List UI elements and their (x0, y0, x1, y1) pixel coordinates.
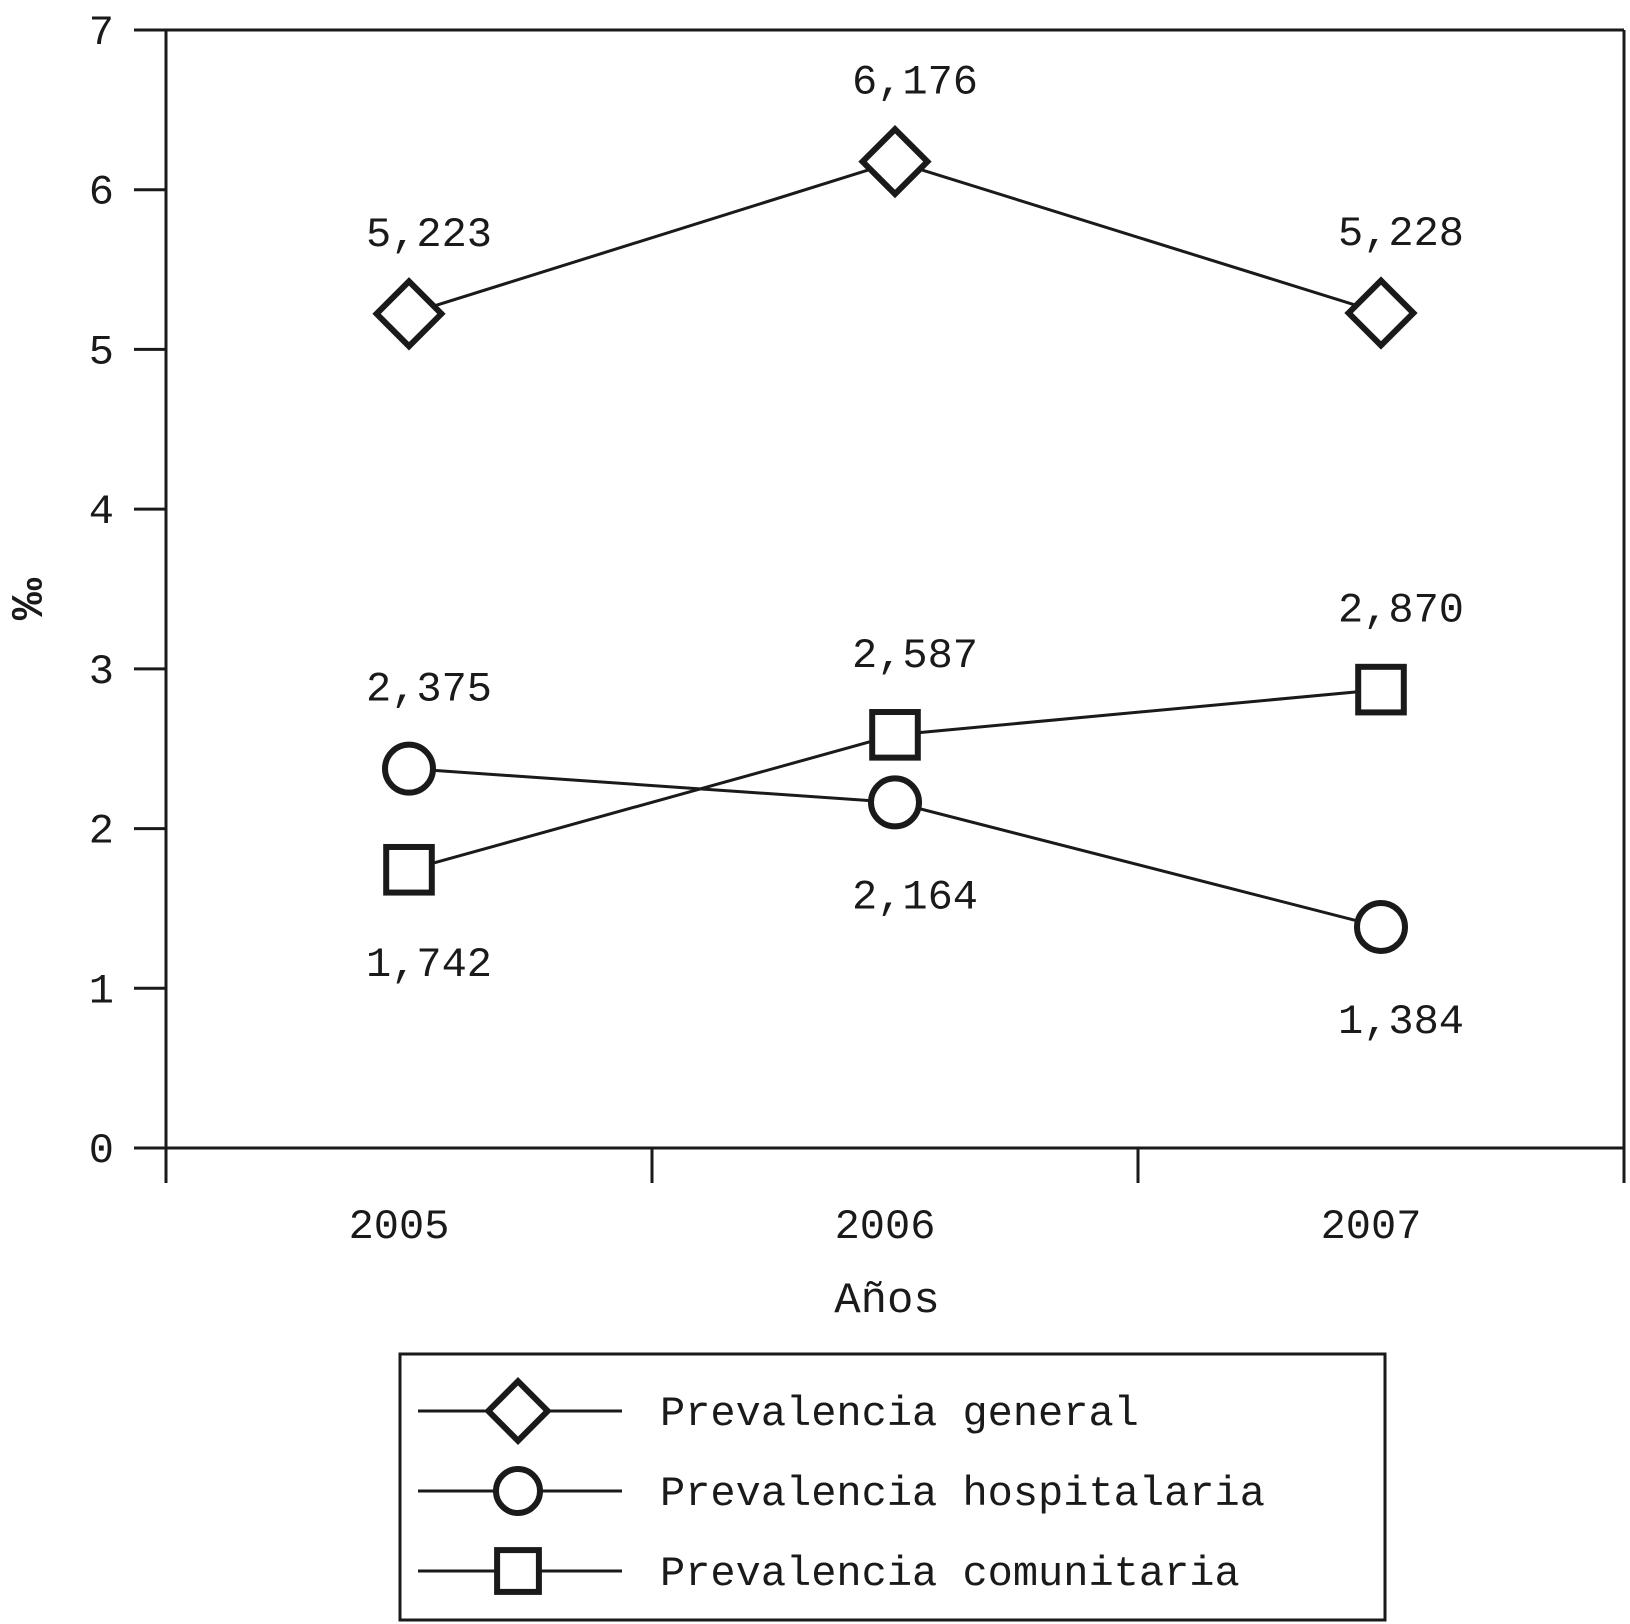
legend-marker-circle (493, 1466, 543, 1516)
series-circle (382, 741, 1408, 954)
y-tick-label: 1 (89, 967, 114, 1015)
series-layer (372, 124, 1418, 954)
legend-label: Prevalencia general (660, 1390, 1139, 1438)
y-tick-label: 4 (89, 488, 114, 536)
x-tick-label: 2005 (349, 1203, 450, 1251)
x-axis-title: Años (834, 1276, 940, 1326)
data-point-diamond (1344, 276, 1418, 350)
data-label: 5,228 (1338, 210, 1464, 258)
y-tick-label: 6 (89, 169, 114, 217)
y-axis: 0 1 2 3 4 5 6 7 (89, 9, 168, 1175)
data-label: 1,384 (1338, 998, 1464, 1046)
data-label: 2,870 (1338, 587, 1464, 635)
legend-item: Prevalencia hospitalaria (418, 1466, 1265, 1518)
legend-box (398, 1352, 1387, 1622)
y-tick-label: 7 (89, 9, 114, 57)
data-label: 1,742 (366, 941, 492, 989)
x-tick-label: 2007 (1321, 1203, 1422, 1251)
series-square (383, 663, 1407, 896)
legend-label: Prevalencia comunitaria (660, 1550, 1240, 1598)
legend-item: Prevalencia comunitaria (418, 1547, 1240, 1598)
x-axis: 2005 2006 2007 (164, 1146, 1626, 1251)
data-point-diamond (372, 277, 446, 351)
data-point-circle (868, 775, 922, 830)
y-tick-label: 5 (89, 328, 114, 376)
legend-item: Prevalencia general (418, 1377, 1139, 1445)
data-point-circle (1354, 899, 1408, 954)
data-point-square (869, 709, 921, 761)
data-label: 6,176 (852, 59, 978, 107)
data-label: 2,587 (852, 632, 978, 680)
data-label: 2,164 (852, 873, 978, 921)
legend-marker-square (494, 1547, 542, 1595)
data-label: 2,375 (366, 666, 492, 714)
data-point-circle (382, 741, 436, 796)
data-labels: 5,223 6,176 5,228 2,375 2,164 1,384 1,742 2,587… (366, 59, 1464, 1046)
y-tick-label: 0 (89, 1127, 114, 1175)
data-point-diamond (858, 124, 932, 199)
legend-marker-diamond (484, 1377, 552, 1445)
data-point-square (1355, 663, 1407, 716)
y-axis-title: ‰ (3, 577, 52, 621)
y-tick-label: 2 (89, 808, 114, 856)
x-tick-label: 2006 (835, 1203, 936, 1251)
y-tick-label: 3 (89, 648, 114, 696)
plot-frame (166, 28, 1626, 1148)
data-point-square (383, 843, 435, 896)
legend-label: Prevalencia hospitalaria (660, 1470, 1265, 1518)
data-label: 5,223 (366, 211, 492, 259)
series-diamond (372, 124, 1418, 351)
legend: Prevalencia general Prevalencia hospitala… (398, 1352, 1387, 1622)
